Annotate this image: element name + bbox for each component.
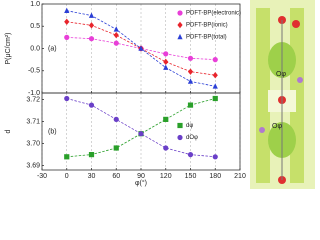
x-tick-label: -30 xyxy=(37,173,47,180)
panel-label: (b) xyxy=(48,128,57,135)
y-axis-label: d xyxy=(5,129,12,133)
x-tick-label: 210 xyxy=(234,173,246,180)
x-tick-label: 0 xyxy=(65,173,69,180)
marker xyxy=(113,116,119,122)
marker xyxy=(187,152,194,158)
marker xyxy=(113,40,119,46)
y-tick-label: 1.0 xyxy=(30,1,40,8)
structure-band xyxy=(256,8,270,183)
marker xyxy=(88,152,95,158)
marker xyxy=(163,145,169,151)
legend-marker xyxy=(177,134,183,141)
marker xyxy=(212,57,218,63)
marker xyxy=(88,36,95,42)
marker xyxy=(113,145,119,151)
y-tick-label: 0.5 xyxy=(30,23,40,30)
panel-label: (a) xyxy=(48,45,57,52)
x-tick-label: 90 xyxy=(137,173,145,180)
x-tick-label: 180 xyxy=(209,173,221,180)
marker xyxy=(212,72,218,79)
marker xyxy=(163,58,169,66)
y-axis-label: P(μC/cm²) xyxy=(5,32,12,64)
marker xyxy=(187,78,194,84)
x-tick-label: 120 xyxy=(160,173,172,180)
atom xyxy=(259,127,265,133)
marker xyxy=(64,34,70,40)
marker xyxy=(138,45,144,51)
marker xyxy=(212,154,218,160)
atom xyxy=(292,20,300,28)
legend-label: dOφ xyxy=(186,135,198,141)
marker xyxy=(163,51,169,57)
marker xyxy=(113,31,119,39)
marker xyxy=(212,83,218,89)
y-tick-label: 3.69 xyxy=(26,162,40,169)
x-tick-label: 30 xyxy=(88,173,96,180)
marker xyxy=(212,95,218,102)
structure-label: Oφ xyxy=(276,71,286,78)
legend-marker xyxy=(177,33,183,40)
marker xyxy=(64,154,70,160)
y-tick-label: -1.0 xyxy=(28,90,40,97)
marker xyxy=(88,22,95,29)
legend-label: dφ xyxy=(186,123,193,129)
structure-label: Oφ xyxy=(272,123,282,130)
marker xyxy=(88,102,95,108)
marker xyxy=(88,12,95,18)
x-tick-label: 150 xyxy=(185,173,197,180)
legend-label: PDFT-BP(electronic) xyxy=(186,11,241,17)
legend-label: PDFT-BP(total) xyxy=(186,35,227,41)
y-tick-label: 3.70 xyxy=(26,140,40,147)
marker xyxy=(64,95,70,102)
legend-marker xyxy=(177,21,183,29)
figure: Oφ Oφ -1.0 -0.5 0.0 0.5 1.0 (a) P(μC/cm²) PDFT-… xyxy=(5,0,315,189)
marker xyxy=(64,18,70,25)
structure-image: Oφ Oφ xyxy=(250,0,315,189)
legend-label: PDFT-BP(ionic) xyxy=(186,23,228,29)
legend-marker xyxy=(177,10,183,16)
y-tick-label: -0.5 xyxy=(28,68,40,75)
atom xyxy=(297,77,303,83)
marker xyxy=(187,102,194,108)
marker xyxy=(64,7,70,13)
legend-marker xyxy=(177,122,183,129)
marker xyxy=(163,64,169,70)
marker xyxy=(187,68,194,75)
marker xyxy=(163,116,169,122)
marker xyxy=(187,55,194,61)
y-tick-label: 3.72 xyxy=(26,96,40,103)
marker xyxy=(138,131,144,137)
x-axis-label: φ(°) xyxy=(135,179,147,187)
y-tick-label: 3.71 xyxy=(26,118,40,125)
plot-frame xyxy=(41,92,241,171)
y-tick-label: 0.0 xyxy=(30,45,40,52)
x-tick-label: 60 xyxy=(112,173,120,180)
marker xyxy=(113,26,119,32)
